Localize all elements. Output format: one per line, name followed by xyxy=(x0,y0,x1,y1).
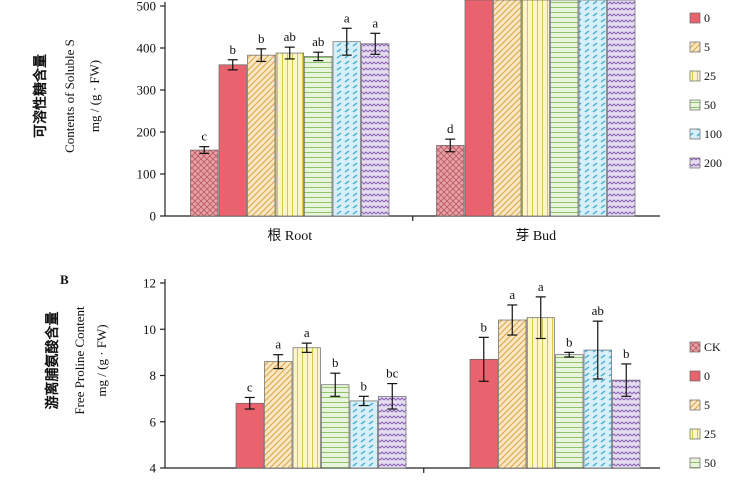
bar xyxy=(493,0,522,217)
significance-letter: ab xyxy=(592,303,604,318)
bar xyxy=(349,400,378,469)
significance-letter: c xyxy=(201,129,207,144)
bar xyxy=(521,0,550,217)
bar xyxy=(578,0,607,217)
y-tick-label: 10 xyxy=(143,322,156,337)
bar xyxy=(607,0,636,217)
significance-letter: a xyxy=(538,279,544,294)
bar xyxy=(264,361,293,469)
significance-letter: b xyxy=(623,346,630,361)
y-tick-label: 300 xyxy=(137,83,157,98)
significance-letter: bc xyxy=(386,366,399,381)
bar xyxy=(464,0,493,217)
y-tick-label: 400 xyxy=(137,41,157,56)
bar xyxy=(218,64,247,217)
y-tick-label: 500 xyxy=(137,0,157,14)
y-tick-label: 12 xyxy=(143,276,156,291)
legend-label: 50 xyxy=(704,98,716,112)
y-axis-title-line: Free Proline Content xyxy=(72,306,87,415)
legend-swatch xyxy=(689,128,701,140)
bar xyxy=(292,347,321,469)
significance-letter: b xyxy=(566,334,573,349)
y-tick-label: 6 xyxy=(150,414,157,429)
y-axis-title-line: 游离脯氨酸含量 xyxy=(44,312,61,410)
legend-label: 100 xyxy=(704,127,722,141)
legend-swatch xyxy=(689,70,701,82)
significance-letter: b xyxy=(230,42,237,57)
y-tick-label: 4 xyxy=(150,461,157,476)
legend-label: 25 xyxy=(704,427,716,441)
bar xyxy=(550,0,579,217)
legend-label: 0 xyxy=(704,11,710,25)
bar xyxy=(190,149,219,217)
significance-letter: a xyxy=(509,287,515,302)
bar xyxy=(436,145,465,217)
bar xyxy=(361,43,390,217)
y-axis-title-line: Contents of Soluble S xyxy=(62,39,77,153)
y-axis-title-line: mg / (g · FW) xyxy=(87,60,102,132)
legend-label: CK xyxy=(704,340,721,354)
bar xyxy=(247,54,276,217)
significance-letter: ab xyxy=(312,34,324,49)
significance-letter: d xyxy=(447,121,454,136)
significance-letter: a xyxy=(344,10,350,25)
y-tick-label: 100 xyxy=(137,167,157,182)
bar xyxy=(321,384,350,469)
legend-swatch xyxy=(689,157,701,169)
legend-label: 5 xyxy=(704,398,710,412)
bar xyxy=(275,52,304,217)
bar xyxy=(498,319,527,469)
legend-swatch xyxy=(689,399,701,411)
legend-swatch xyxy=(689,341,701,353)
category-label: 根 Root xyxy=(267,228,312,244)
significance-letter: b xyxy=(481,319,488,334)
panel-label: B xyxy=(60,272,69,287)
bar xyxy=(332,41,361,217)
legend-swatch xyxy=(689,457,701,469)
legend-label: 200 xyxy=(704,156,722,170)
y-axis-title-line: mg / (g · FW) xyxy=(94,324,109,396)
legend-label: 0 xyxy=(704,369,710,383)
y-tick-label: 200 xyxy=(137,125,157,140)
y-axis-title-line: 可溶性糖含量 xyxy=(32,54,49,138)
bar xyxy=(235,402,264,469)
bar xyxy=(526,317,555,469)
legend-swatch xyxy=(689,12,701,24)
legend-label: 5 xyxy=(704,40,710,54)
significance-letter: b xyxy=(361,378,368,393)
significance-letter: ab xyxy=(284,29,296,44)
y-tick-label: 0 xyxy=(150,209,157,224)
significance-letter: a xyxy=(275,337,281,352)
significance-letter: a xyxy=(304,325,310,340)
legend-swatch xyxy=(689,370,701,382)
significance-letter: b xyxy=(258,31,265,46)
chart-free-proline: B 4 6 8 10 12 游离脯氨酸含量 Free Proline Content mg / … xyxy=(44,272,721,476)
legend-label: 25 xyxy=(704,69,716,83)
legend-label: 50 xyxy=(704,456,716,470)
y-tick-label: 8 xyxy=(150,368,157,383)
legend-swatch xyxy=(689,41,701,53)
significance-letter: a xyxy=(372,15,378,30)
legend-swatch xyxy=(689,99,701,111)
significance-letter: b xyxy=(332,355,339,370)
category-label: 芽 Bud xyxy=(515,228,556,244)
bar xyxy=(555,354,584,469)
significance-letter: c xyxy=(247,379,253,394)
legend-swatch xyxy=(689,428,701,440)
bar xyxy=(304,56,333,217)
